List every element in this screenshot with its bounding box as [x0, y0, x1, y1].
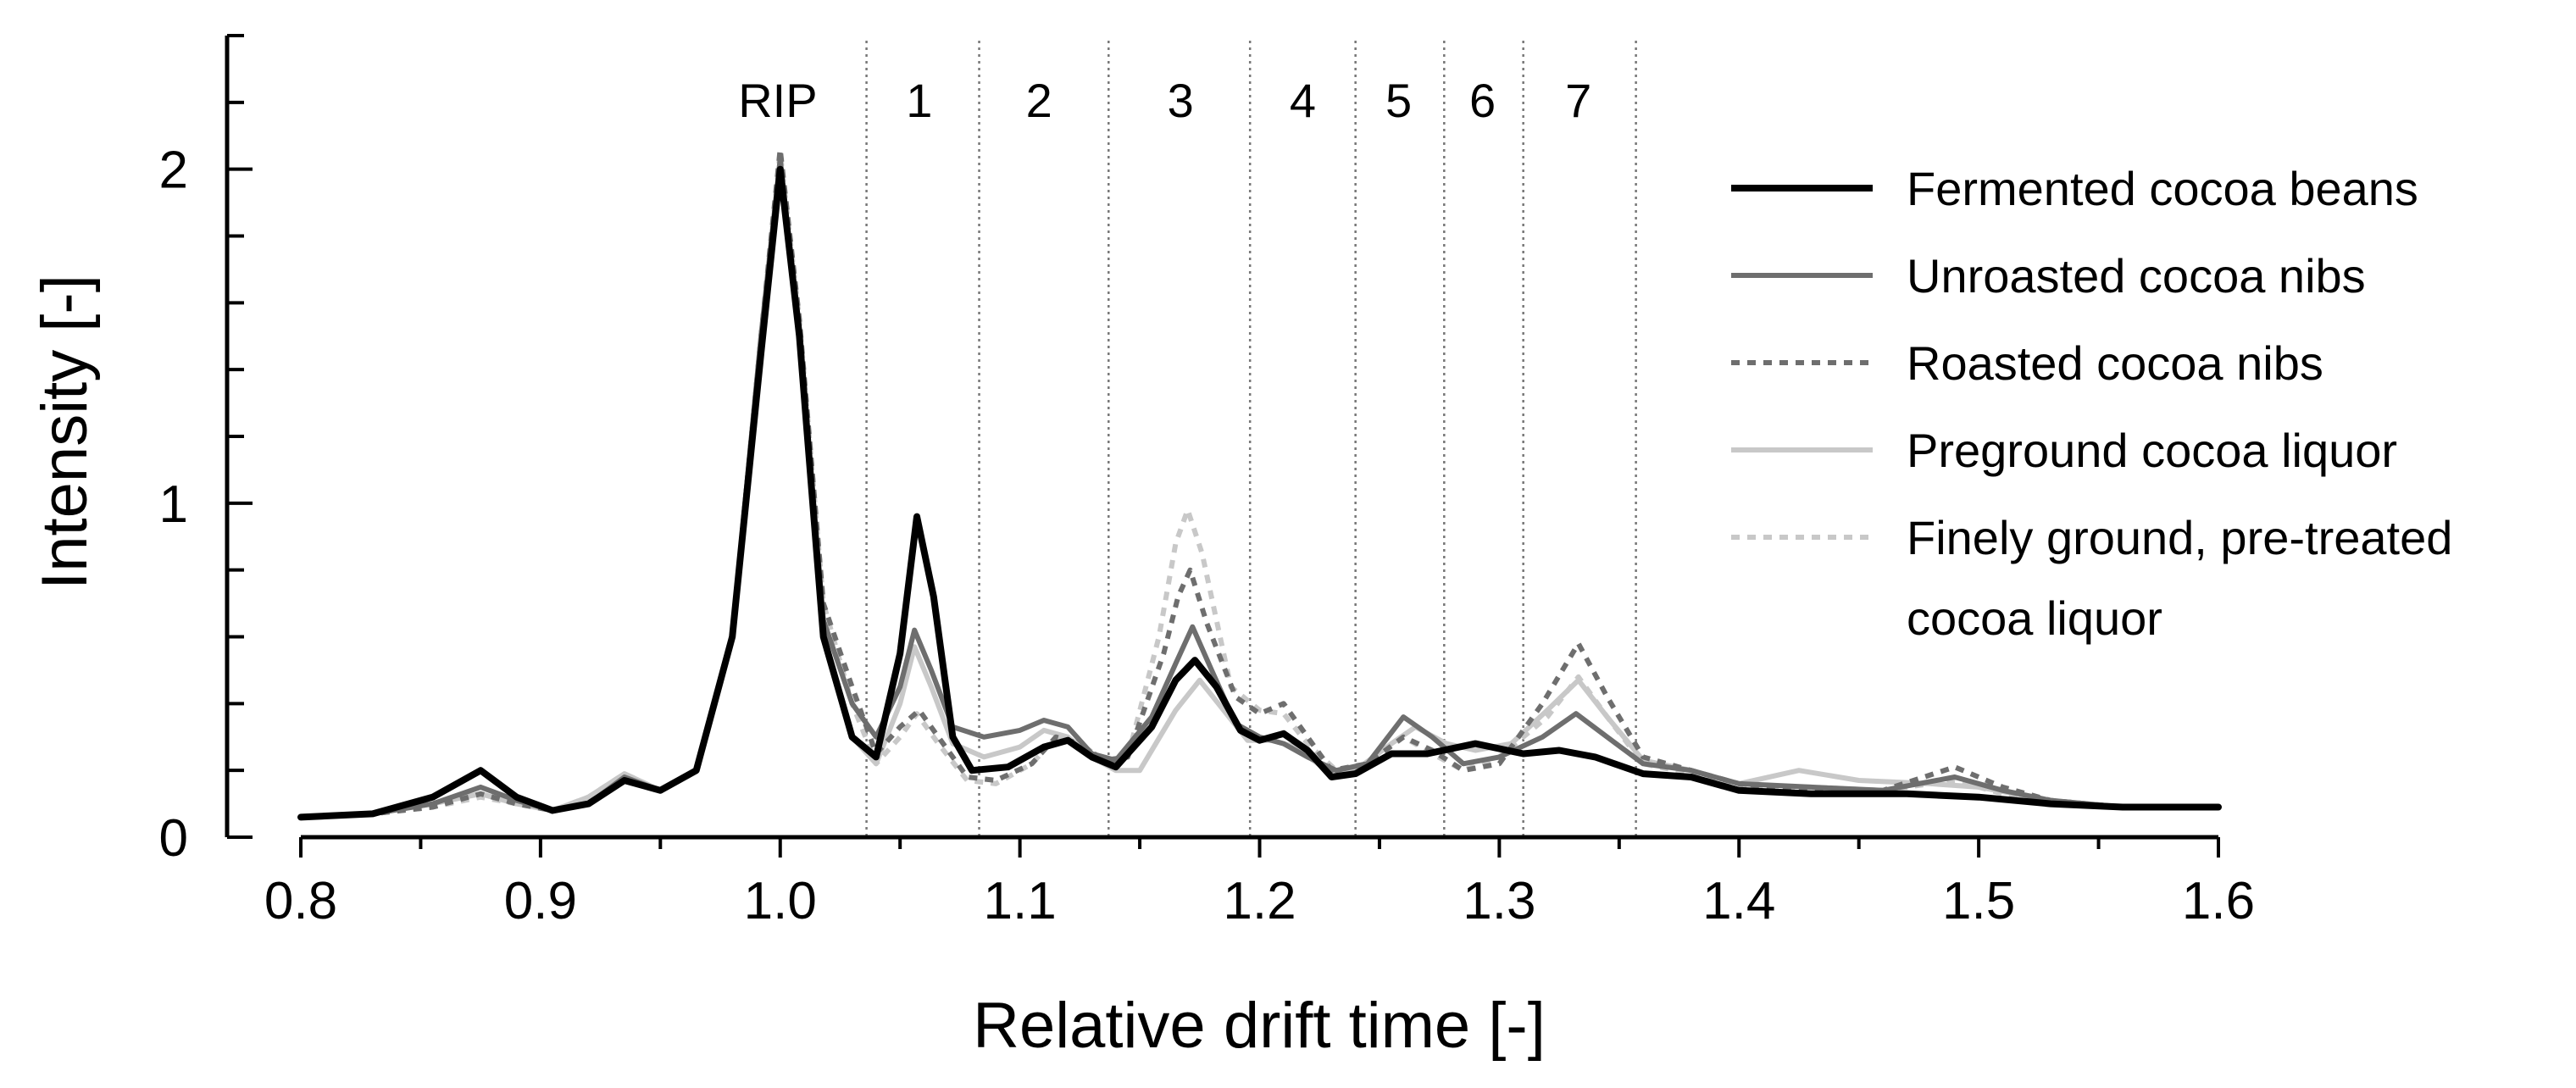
legend-label-line: Fermented cocoa beans: [1907, 162, 2418, 215]
x-tick-label: 1.2: [1223, 872, 1296, 930]
y-tick-label: 2: [159, 142, 188, 200]
legend-label-line: Preground cocoa liquor: [1907, 424, 2397, 477]
x-tick-label: 0.8: [264, 872, 337, 930]
x-tick-label: 0.9: [504, 872, 577, 930]
x-tick-label: 1.1: [984, 872, 1057, 930]
legend-label: Fermented cocoa beans: [1907, 162, 2418, 215]
region-label: 6: [1469, 74, 1496, 127]
region-label: RIP: [738, 74, 817, 127]
y-axis-title: Intensity [-]: [29, 275, 101, 590]
region-label: 4: [1290, 74, 1316, 127]
x-tick-label: 1.3: [1463, 872, 1535, 930]
legend-label-line: Unroasted cocoa nibs: [1907, 249, 2366, 303]
legend: Fermented cocoa beans Unroasted cocoa nib…: [1731, 162, 2452, 645]
legend-label: Preground cocoa liquor: [1907, 424, 2397, 477]
x-tick-label: 1.4: [1702, 872, 1775, 930]
x-tick-label: 1.6: [2182, 872, 2255, 930]
legend-label: Finely ground, pre-treated cocoa liquor: [1907, 511, 2452, 645]
series-line: [297, 165, 2222, 821]
y-tick-label: 1: [159, 475, 188, 534]
region-label: 5: [1385, 74, 1412, 127]
region-label: 2: [1026, 74, 1052, 127]
x-axis-ticks: 0.8 0.9 1.0 1.1 1.2 1.3 1.4 1.5 1.6: [264, 837, 2255, 930]
region-label: 3: [1168, 74, 1194, 127]
legend-label-line: Roasted cocoa nibs: [1907, 336, 2323, 390]
legend-label-line: Finely ground, pre-treated: [1907, 511, 2452, 564]
region-label: 7: [1565, 74, 1591, 127]
legend-label: Unroasted cocoa nibs: [1907, 249, 2366, 303]
x-tick-label: 1.5: [1942, 872, 2015, 930]
x-axis-title: Relative drift time [-]: [973, 990, 1546, 1062]
legend-label: Roasted cocoa nibs: [1907, 336, 2323, 390]
series-lines: [297, 147, 2222, 821]
legend-label-line: cocoa liquor: [1907, 591, 2162, 645]
region-label: 1: [906, 74, 932, 127]
drift-region-markers: RIP 1 2 3 4 5 6 7: [738, 41, 1637, 837]
y-tick-label: 0: [159, 809, 188, 868]
x-tick-label: 1.0: [744, 872, 817, 930]
y-axis-ticks: 0 1 2: [159, 34, 253, 868]
